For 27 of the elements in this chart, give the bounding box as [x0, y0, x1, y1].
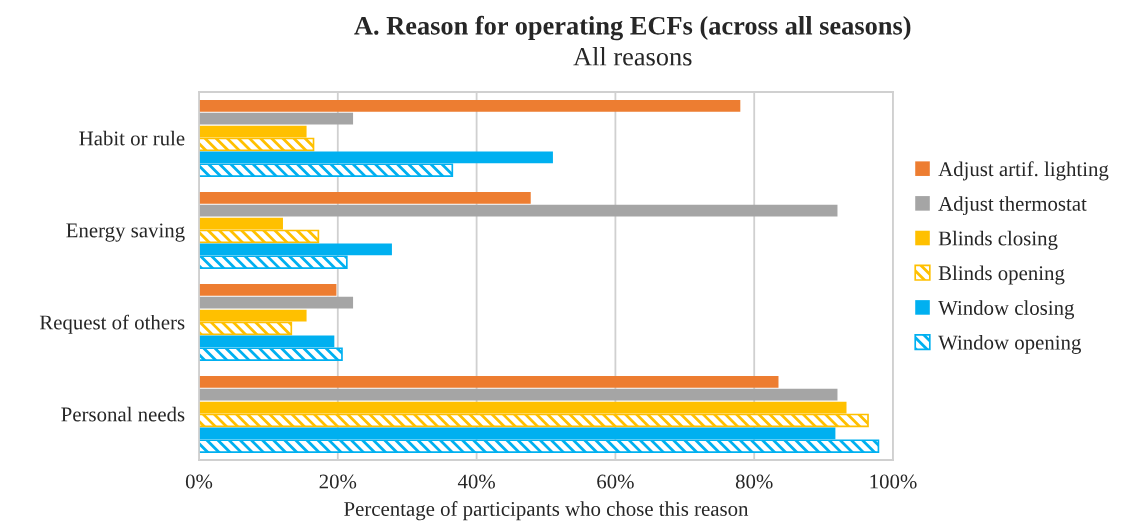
- x-tick-label: 80%: [735, 474, 773, 489]
- bar: [199, 296, 354, 309]
- legend-label: Window closing: [938, 300, 1075, 320]
- y-tick-label: Personal needs: [61, 406, 185, 422]
- x-tick-label: 40%: [457, 474, 495, 489]
- bar: [199, 388, 838, 401]
- x-tick-label: 60%: [597, 474, 634, 489]
- bar: [199, 112, 354, 125]
- legend-label: Adjust thermostat: [938, 196, 1087, 216]
- chart-subtitle: All reasons: [573, 47, 692, 66]
- legend-label: Blinds closing: [938, 230, 1058, 250]
- x-tick-label: 20%: [319, 474, 357, 489]
- bar: [199, 204, 838, 217]
- legend-label: Window opening: [938, 334, 1081, 354]
- y-tick-label: Request of others: [39, 314, 185, 334]
- bar: [199, 191, 531, 204]
- x-tick-label: 100%: [870, 474, 917, 489]
- bar: [199, 375, 779, 388]
- legend-label: Blinds opening: [938, 265, 1065, 285]
- legend-label: Adjust artif. lighting: [938, 161, 1109, 181]
- x-tick-label: 0%: [185, 474, 213, 489]
- y-tick-label: Energy saving: [66, 223, 185, 242]
- chart-title: A. Reason for operating ECFs (across all seasons): [354, 15, 911, 41]
- x-axis-title: Percentage of participants who chose this reason: [344, 501, 749, 521]
- bar: [199, 283, 337, 296]
- bar: [199, 99, 741, 112]
- y-tick-label: Habit or rule: [79, 130, 185, 146]
